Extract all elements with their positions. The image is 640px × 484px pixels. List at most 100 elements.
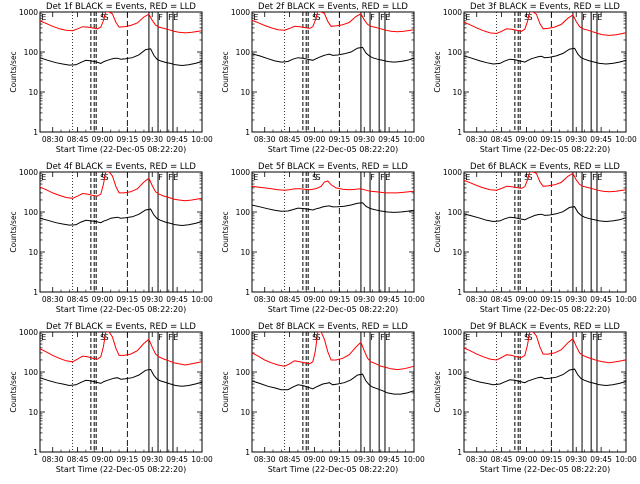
x-tick-label: 09:45 <box>166 295 188 304</box>
x-tick-label: 09:15 <box>329 455 351 464</box>
marker-label: F <box>592 173 597 182</box>
marker-label: E <box>173 173 178 182</box>
marker-label: E <box>41 333 46 342</box>
series-line-events <box>252 202 414 213</box>
marker-label: E <box>385 333 390 342</box>
x-tick-label: 09:30 <box>353 295 375 304</box>
x-tick-label: 09:30 <box>565 455 587 464</box>
series-line-events <box>464 368 626 387</box>
x-tick-label: 09:00 <box>92 295 114 304</box>
plot-frame <box>39 331 203 453</box>
y-tick-label: 10 <box>240 88 250 97</box>
panel-det-1: Det 1f BLACK = Events, RED = LLD 1 10 100 10… <box>9 2 213 154</box>
marker-label: F <box>592 333 597 342</box>
y-tick-label: 1000 <box>443 328 462 337</box>
marker-label: S <box>524 173 529 182</box>
marker-label: S <box>103 333 108 342</box>
series-line-lld <box>464 332 626 364</box>
x-tick-label: 10:00 <box>191 455 213 464</box>
panel-det-4: Det 4f BLACK = Events, RED = LLD 1 10 100 10… <box>9 162 213 314</box>
y-tick-label: 1 <box>245 448 250 457</box>
marker-label: S <box>524 13 529 22</box>
series-line-lld <box>40 172 202 202</box>
x-tick-label: 08:30 <box>466 455 488 464</box>
marker-label: E <box>253 333 258 342</box>
x-tick-label: 09:45 <box>378 135 400 144</box>
x-tick-label: 10:00 <box>615 295 637 304</box>
y-tick-label: 1 <box>33 448 38 457</box>
y-tick-label: 1000 <box>19 8 38 17</box>
marker-label: F <box>158 333 163 342</box>
marker-label: S <box>315 333 320 342</box>
y-tick-label: 1000 <box>231 8 250 17</box>
series-line-lld <box>252 180 414 194</box>
y-tick-label: 100 <box>24 208 39 217</box>
y-tick-label: 1000 <box>19 168 38 177</box>
series-line-events <box>40 368 202 387</box>
x-tick-label: 08:45 <box>279 295 301 304</box>
plot-frame <box>463 171 627 293</box>
x-tick-label: 10:00 <box>403 455 425 464</box>
y-tick-label: 10 <box>240 248 250 257</box>
marker-label: E <box>173 333 178 342</box>
marker-label: S <box>100 333 105 342</box>
panel-det-8: Det 8f BLACK = Events, RED = LLD 1 10 100 10… <box>221 322 425 474</box>
marker-label: F <box>158 173 163 182</box>
x-tick-label: 09:45 <box>378 295 400 304</box>
series-line-lld <box>252 332 414 371</box>
marker-label: F <box>168 13 173 22</box>
plot-frame <box>39 11 203 133</box>
marker-label: E <box>385 173 390 182</box>
y-tick-label: 1000 <box>19 328 38 337</box>
marker-label: F <box>380 13 385 22</box>
marker-label: E <box>173 13 178 22</box>
y-tick-label: 100 <box>24 48 39 57</box>
x-tick-label: 09:45 <box>590 455 612 464</box>
marker-label: F <box>380 173 385 182</box>
y-tick-label: 100 <box>24 368 39 377</box>
series-line-lld <box>464 172 626 193</box>
y-tick-label: 1 <box>457 128 462 137</box>
y-tick-label: 100 <box>236 48 251 57</box>
y-tick-label: 100 <box>236 368 251 377</box>
marker-label: S <box>315 173 320 182</box>
x-axis-label: Start Time (22-Dec-05 08:22:20) <box>56 305 187 314</box>
marker-label: F <box>582 13 587 22</box>
marker-label: F <box>370 333 375 342</box>
y-tick-label: 10 <box>240 408 250 417</box>
x-axis-label: Start Time (22-Dec-05 08:22:20) <box>480 465 611 474</box>
x-tick-label: 08:45 <box>67 135 89 144</box>
y-tick-label: 100 <box>448 48 463 57</box>
x-tick-label: 10:00 <box>191 295 213 304</box>
x-tick-label: 09:45 <box>590 135 612 144</box>
x-tick-label: 09:45 <box>166 455 188 464</box>
x-tick-label: 09:30 <box>141 135 163 144</box>
panel-title: Det 2f BLACK = Events, RED = LLD <box>258 2 408 12</box>
series-line-lld <box>252 12 414 33</box>
x-tick-label: 08:30 <box>254 295 276 304</box>
x-tick-label: 09:45 <box>590 295 612 304</box>
marker-label: E <box>41 173 46 182</box>
x-tick-label: 08:30 <box>466 135 488 144</box>
x-tick-label: 09:30 <box>353 455 375 464</box>
y-axis-label: Counts/sec <box>433 211 442 252</box>
x-tick-label: 09:30 <box>141 455 163 464</box>
marker-label: E <box>465 173 470 182</box>
x-axis-label: Start Time (22-Dec-05 08:22:20) <box>268 305 399 314</box>
y-axis-label: Counts/sec <box>433 51 442 92</box>
x-tick-label: 09:00 <box>92 135 114 144</box>
marker-label: E <box>597 173 602 182</box>
x-tick-label: 08:30 <box>254 135 276 144</box>
x-tick-label: 10:00 <box>615 455 637 464</box>
x-tick-label: 09:15 <box>117 295 139 304</box>
y-axis-label: Counts/sec <box>9 211 18 252</box>
marker-label: E <box>385 13 390 22</box>
marker-label: E <box>597 13 602 22</box>
x-tick-label: 09:30 <box>565 135 587 144</box>
x-tick-label: 08:30 <box>42 455 64 464</box>
y-axis-label: Counts/sec <box>221 211 230 252</box>
x-tick-label: 09:00 <box>516 135 538 144</box>
x-tick-label: 10:00 <box>191 135 213 144</box>
